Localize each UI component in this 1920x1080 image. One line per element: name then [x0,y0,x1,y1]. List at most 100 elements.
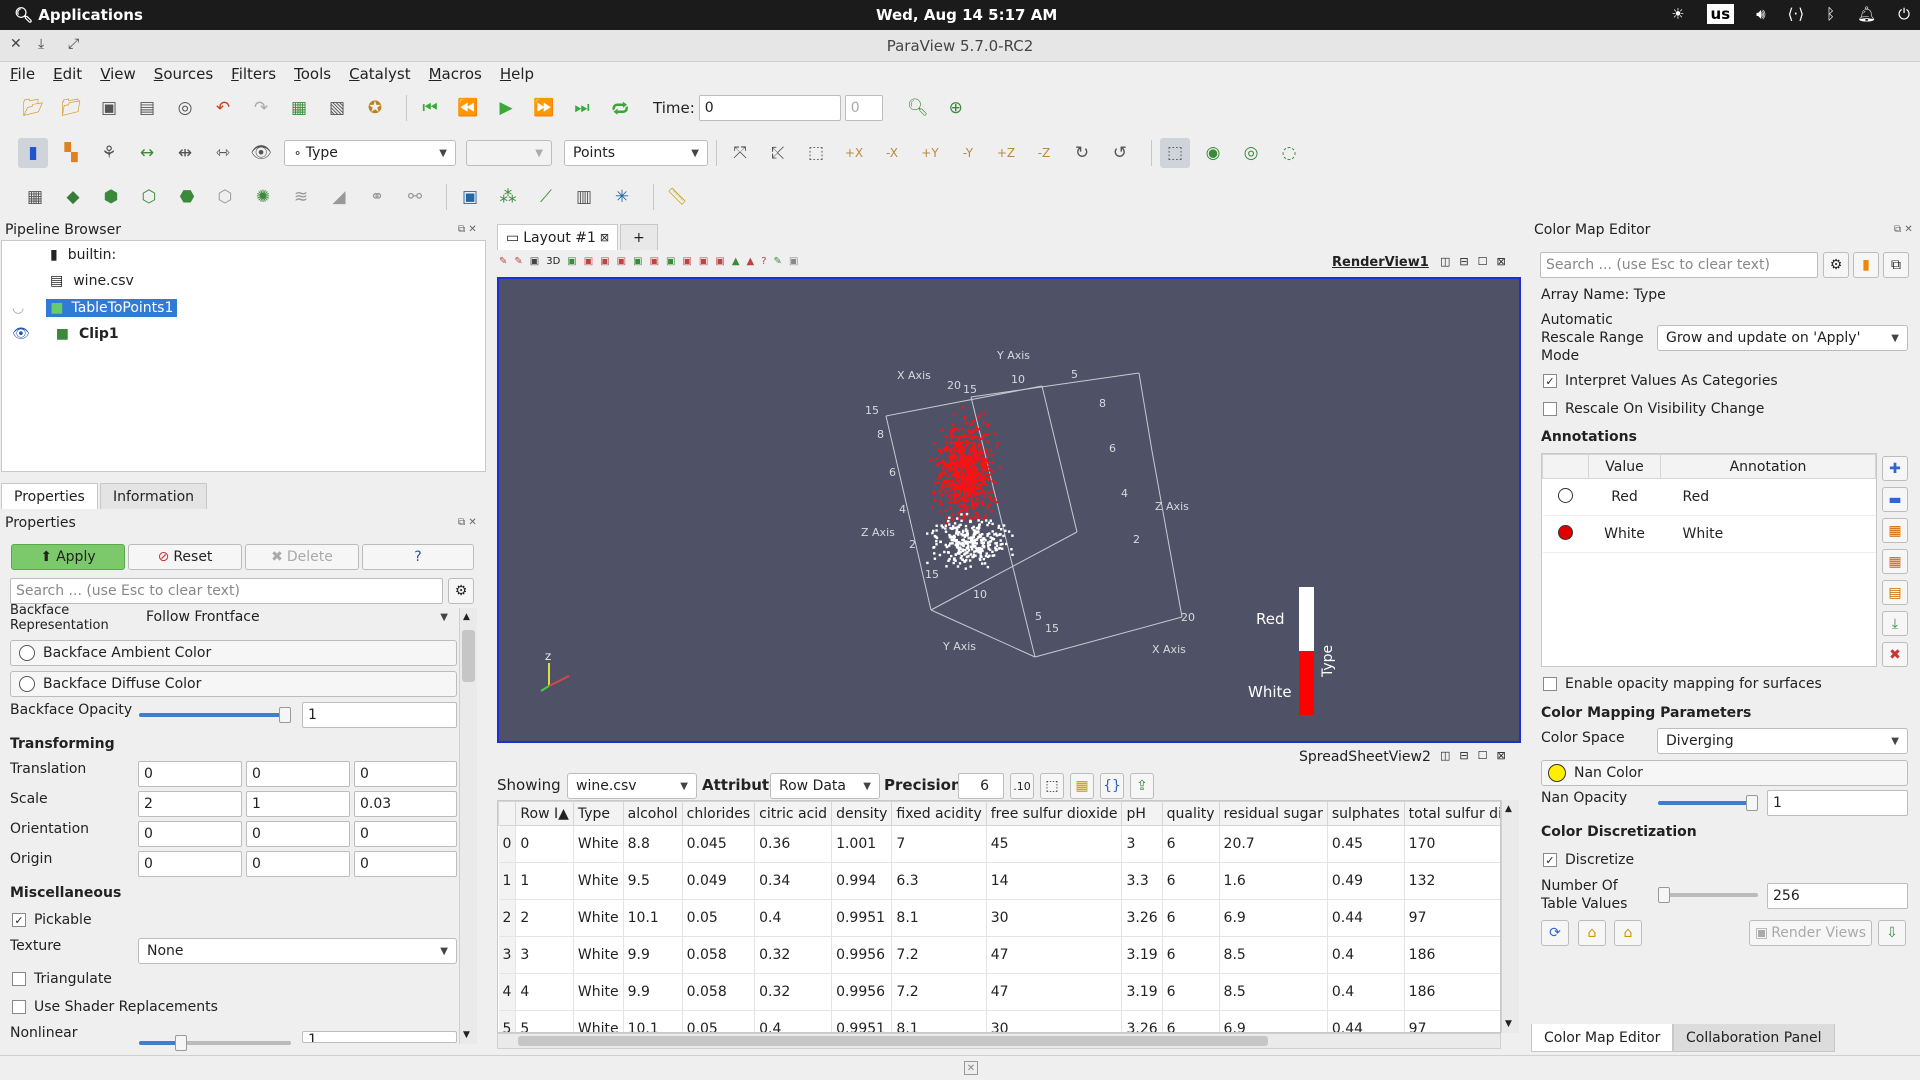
view-tool-icon[interactable]: ▲ [746,256,755,267]
view-tool-icon[interactable]: ▣ [567,256,577,267]
table-cell[interactable]: 7.2 [891,936,987,974]
backface-opacity-knob[interactable] [279,707,291,723]
save-state-icon[interactable]: ▤ [138,98,156,118]
eye-closed-icon[interactable]: ◡ [12,300,25,316]
menu-view[interactable]: View [100,65,136,83]
table-cell[interactable]: 0.32 [754,973,833,1011]
nonlinear-input[interactable]: 1 [302,1031,457,1043]
table-cell[interactable]: 9.5 [623,862,683,900]
play-icon[interactable]: ▶ [499,98,513,118]
column-header[interactable]: fixed acidity [891,801,987,826]
origin-z-input[interactable]: 0 [354,851,457,877]
last-frame-icon[interactable]: ⏭ [574,98,590,118]
center-axes-icon[interactable]: ◉ [1205,143,1221,163]
maximize-window-icon[interactable]: ⤢ [68,36,80,52]
close-view-icon[interactable]: ⊠ [1496,749,1506,762]
spreadsheet-horizontal-scrollbar[interactable] [497,1033,1501,1049]
backface-diffuse-color-button[interactable]: Backface Diffuse Color [10,671,457,697]
render-views-button[interactable]: ▣ Render Views [1749,920,1872,946]
scrollbar-thumb[interactable] [462,630,475,682]
menu-filters[interactable]: Filters [231,65,277,83]
table-cell[interactable]: White [573,1010,624,1032]
origin-y-input[interactable]: 0 [246,851,350,877]
rescale-mode-dropdown[interactable]: Grow and update on 'Apply' ▼ [1657,325,1908,351]
menu-catalyst[interactable]: Catalyst [349,65,411,83]
nan-color-button[interactable]: Nan Color [1541,760,1908,786]
table-cell[interactable]: 10.1 [623,899,683,937]
column-header[interactable]: total sulfur di [1403,801,1500,826]
table-cell[interactable]: 0.45 [1327,825,1405,863]
pickable-checkbox[interactable]: ✓ Pickable [12,912,92,928]
scroll-up-icon[interactable]: ▲ [1505,804,1512,814]
table-values-input[interactable]: 256 [1767,883,1908,909]
nan-opacity-input[interactable]: 1 [1767,790,1908,816]
table-cell[interactable]: White [573,825,624,863]
render-view-viewport[interactable]: X Axis Y Axis Z Axis Z Axis Y Axis X Axi… [497,277,1521,743]
table-cell[interactable]: 186 [1404,936,1500,974]
table-cell[interactable]: 0.4 [754,899,833,937]
checkbox-checked-icon[interactable]: ✓ [1543,374,1557,388]
row-header[interactable]: 0 [498,825,517,863]
table-cell[interactable]: 14 [986,862,1123,900]
time-index-spinbox[interactable]: 0 [844,95,883,121]
warp-vector-icon[interactable]: ◢ [332,187,346,207]
table-cell[interactable]: 3.3 [1121,862,1163,900]
minimize-window-icon[interactable]: ⤓ [38,36,45,52]
nan-opacity-slider[interactable] [1658,801,1758,805]
pipeline-item-clip1[interactable]: 👁︎ ■ Clip1 [12,326,119,342]
plot-over-line-icon[interactable]: ⟋ [540,187,552,207]
table-cell[interactable]: 6 [1162,1010,1220,1032]
table-cell[interactable]: 3.26 [1121,899,1163,937]
scroll-down-icon[interactable]: ▼ [463,1030,470,1040]
maximize-view-icon[interactable]: ☐ [1477,749,1488,762]
histogram-icon[interactable]: ▥ [575,187,593,207]
table-cell[interactable]: 0.32 [754,936,833,974]
table-cell[interactable]: 97 [1404,1010,1500,1032]
table-cell[interactable]: 8.1 [891,1010,987,1032]
table-cell[interactable]: 30 [986,899,1123,937]
table-cell[interactable]: 6 [1162,899,1220,937]
rescale-custom-icon[interactable]: ↔ [139,143,155,163]
toggle-color-legend-icon[interactable]: ▮ [18,138,48,168]
brightness-icon[interactable]: ☀ [1671,5,1685,23]
view-tool-icon[interactable]: ▣ [715,256,725,267]
loop-icon[interactable]: 🔁︎ [611,100,629,120]
column-header[interactable]: sulphates [1326,801,1405,826]
time-input[interactable]: 0 [698,95,841,121]
table-row[interactable]: 1 1 White 9.5 0.049 0.34 0.994 6.3 14 3.3 6 1.6 0.49… [498,862,1500,900]
column-header[interactable]: alcohol [622,801,683,826]
view-tool-icon[interactable]: ▣ [649,256,660,267]
properties-scrollbar[interactable]: ▲ ▼ [459,608,477,1044]
restore-defaults-icon[interactable]: ⌂ [1578,920,1606,946]
table-cell[interactable]: 20.7 [1219,825,1328,863]
ruler-icon[interactable]: 📏︎ [666,187,688,207]
save-preset-icon[interactable]: ⤓ [1882,611,1908,636]
table-cell[interactable]: 5 [515,1010,574,1032]
nonlinear-knob[interactable] [175,1035,187,1051]
table-cell[interactable]: 6 [1162,973,1220,1011]
reset-camera-closest-icon[interactable]: ⤪ [771,143,785,163]
set-view-minus-x-icon[interactable]: -X [886,146,898,160]
set-view-minus-y-icon[interactable]: -Y [962,146,974,160]
pipeline-item-wine-csv[interactable]: ▤ wine.csv [50,273,134,289]
group-datasets-icon[interactable]: ⚭ [369,187,385,207]
properties-dock-buttons[interactable]: ⧉ ✕ [458,517,477,528]
fixed-notation-icon[interactable]: .10 [1010,773,1034,799]
stream-tracer-icon[interactable]: ≋ [293,187,309,207]
close-view-icon[interactable]: ⊠ [1496,255,1506,268]
add-layout-tab[interactable]: + [620,224,658,250]
view-tool-icon[interactable]: ▣ [698,256,709,267]
save-defaults-icon[interactable]: ⌂ [1614,920,1642,946]
split-horizontal-icon[interactable]: ◫ [1440,749,1451,762]
table-cell[interactable]: White [573,936,624,974]
discretize-checkbox[interactable]: ✓ Discretize [1543,852,1634,868]
notifications-icon[interactable]: 🔔︎ [1857,5,1877,23]
table-cell[interactable]: 0.4 [1327,936,1405,974]
open-file-icon[interactable]: 📂︎ [22,98,44,118]
add-camera-link-icon[interactable]: ⊕ [948,98,963,118]
table-row[interactable]: 5 5 White 10.1 0.05 0.4 0.9951 8.1 30 3.26 6 6.9 0.4… [498,1010,1500,1032]
table-cell[interactable]: 47 [986,973,1123,1011]
table-cell[interactable]: 0.994 [831,862,893,900]
auto-update-icon[interactable]: ⇩ [1878,920,1906,946]
table-cell[interactable]: 6 [1162,825,1220,863]
